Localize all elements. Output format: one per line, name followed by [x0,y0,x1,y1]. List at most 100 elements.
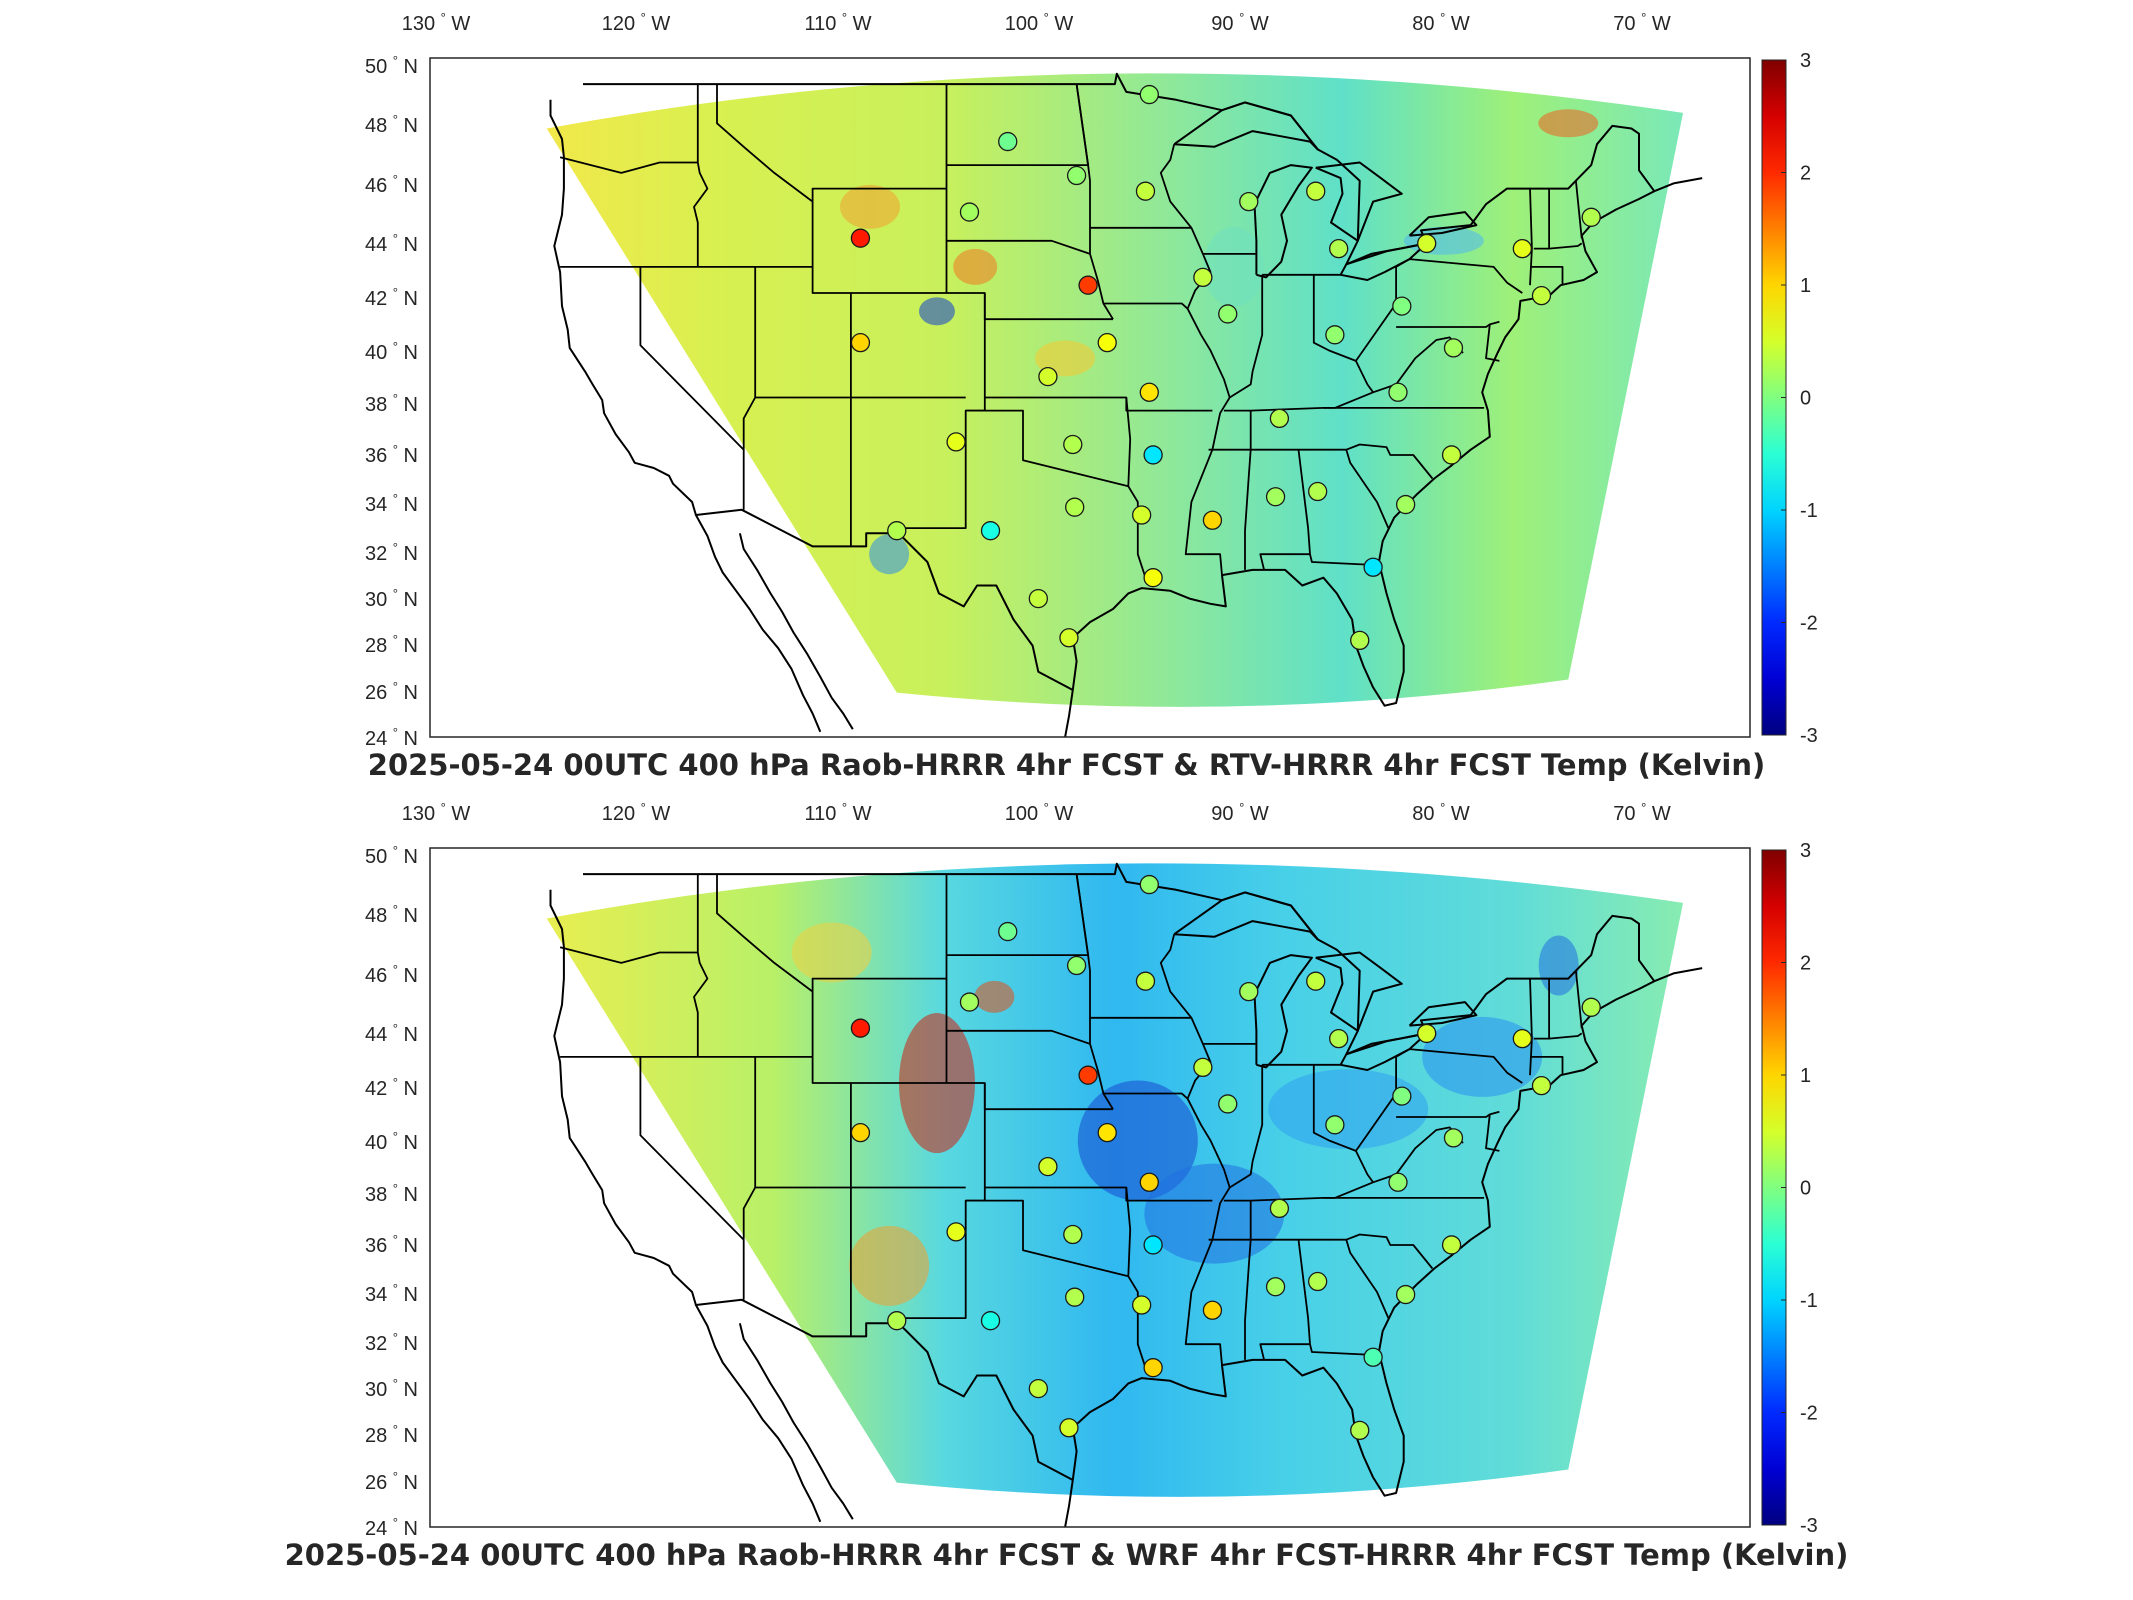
raob-station-marker [1139,382,1159,402]
state-boundary [1549,1032,1583,1040]
state-boundary [1159,143,1193,229]
lat-tick-label: 48 ° N [365,112,418,137]
field-anomaly-patch [1538,109,1599,138]
raob-station-marker [1202,1300,1223,1320]
axes-frame [429,57,1751,738]
state-boundary [1208,443,1434,480]
raob-station-marker [1139,84,1159,105]
raob-station-marker [1139,874,1159,895]
colorbar-tick-label: 2 [1800,953,1811,975]
field-anomaly-patch [791,922,872,983]
raob-station-marker [1308,481,1328,502]
great-lake-outline [1408,1001,1478,1027]
state-boundary [1208,1233,1434,1270]
raob-station-marker [980,521,1001,541]
raob-station-marker [1443,338,1464,358]
field-anomaly-patch [918,297,955,326]
lon-tick-label: 70 ° W [1613,800,1671,825]
lat-tick-label: 28 ° N [365,1422,418,1447]
raob-station-marker [1143,568,1163,588]
lat-tick-label: 36 ° N [365,442,418,467]
raob-station-marker [1063,1224,1083,1245]
raob-station-marker [1363,557,1383,577]
state-boundary [1395,258,1523,294]
lat-tick-label: 38 ° N [365,391,418,416]
lat-tick-label: 48 ° N [365,902,418,927]
raob-station-marker [1239,981,1259,1002]
state-boundary [1345,1239,1390,1319]
raob-station-marker [1441,1235,1462,1255]
lat-tick-label: 46 ° N [365,172,418,197]
colorbar-tick-label: 3 [1800,840,1811,862]
raob-station-marker [1028,1378,1048,1399]
field-anomaly-patch [869,534,910,575]
state-boundary [1089,1043,1114,1110]
lat-tick-label: 26 ° N [365,1469,418,1494]
field-anomaly-patch [1422,1016,1543,1097]
axes-frame [429,847,1751,1528]
raob-station-marker [1269,408,1290,429]
raob-station-marker [1531,1075,1552,1096]
field-anomaly-patch [953,248,998,285]
lon-tick-label: 120 ° W [602,10,671,35]
map-figure-bottom: 130 ° W 120 ° W 110 ° W 100 ° W 90 ° W 80 ° W… [365,800,1818,1540]
lon-tick-label: 130 ° W [402,800,471,825]
state-boundary [1575,180,1583,239]
state-boundary [1485,1114,1500,1152]
state-boundary [1549,242,1583,250]
raob-station-marker [1239,191,1259,212]
state-boundary [639,266,745,510]
raob-station-marker [1512,1028,1532,1049]
raob-station-marker [1363,1347,1383,1367]
raob-station-marker [959,202,980,222]
state-boundary [1244,1200,1252,1360]
state-boundary [1125,1187,1132,1277]
colorbar-tick-label: -3 [1800,1515,1818,1537]
state-boundary [965,1199,1147,1368]
lon-tick-label: 80 ° W [1412,10,1470,35]
lon-tick-label: 110 ° W [804,800,871,825]
lat-tick-label: 46 ° N [365,962,418,987]
lat-tick-label: 38 ° N [365,1181,418,1206]
lon-tick-label: 100 ° W [1005,10,1074,35]
lon-tick-label: 130 ° W [402,10,471,35]
raob-station-marker [1135,971,1156,991]
map-title-bottom: 2025-05-24 00UTC 400 hPa Raob-HRRR 4hr F… [284,1538,1849,1572]
great-lake-outline [1408,211,1478,237]
lat-tick-label: 30 ° N [365,586,418,611]
colorbar-tick-label: -2 [1800,1403,1818,1425]
raob-station-marker [1269,1198,1290,1219]
raob-station-marker [1350,630,1370,651]
state-boundary [1229,274,1264,399]
great-lake-outline [1173,891,1319,941]
colorbar-tick-label: 0 [1800,388,1811,410]
colorbar-tick-label: -1 [1800,500,1818,522]
colorbar-tick-label: 1 [1800,1065,1811,1087]
raob-station-marker [850,228,871,248]
raob-station-marker [850,1018,871,1038]
raob-station-marker [1329,1028,1349,1049]
raob-station-marker [1063,434,1083,455]
raob-station-marker [1306,181,1326,201]
lat-tick-label: 34 ° N [365,1281,418,1306]
raob-station-marker [1143,1235,1163,1255]
lon-tick-label: 100 ° W [1005,800,1074,825]
raob-station-marker [1202,510,1223,530]
state-boundary [1244,410,1252,570]
state-boundary [1396,1110,1500,1118]
lat-tick-label: 50 ° N [365,53,418,78]
lat-tick-label: 50 ° N [365,843,418,868]
colorbar-tick-label: -2 [1800,613,1818,635]
raob-station-marker [1396,494,1416,515]
lat-tick-label: 42 ° N [365,1075,418,1100]
raob-station-marker [998,921,1018,942]
lat-tick-label: 32 ° N [365,540,418,565]
raob-station-marker [1581,997,1601,1017]
coastline-border [1064,1479,1074,1527]
raob-station-marker [1443,1128,1464,1148]
coastline-border [549,99,822,733]
raob-station-marker [1417,1023,1437,1044]
map-panel-bottom: 130 ° W 120 ° W 110 ° W 100 ° W 90 ° W 80 ° W… [0,790,2133,1590]
map-panel-top: 130 ° W 120 ° W 110 ° W 100 ° W 90 ° W 80 ° W… [365,10,1818,782]
raob-station-marker [959,992,980,1012]
